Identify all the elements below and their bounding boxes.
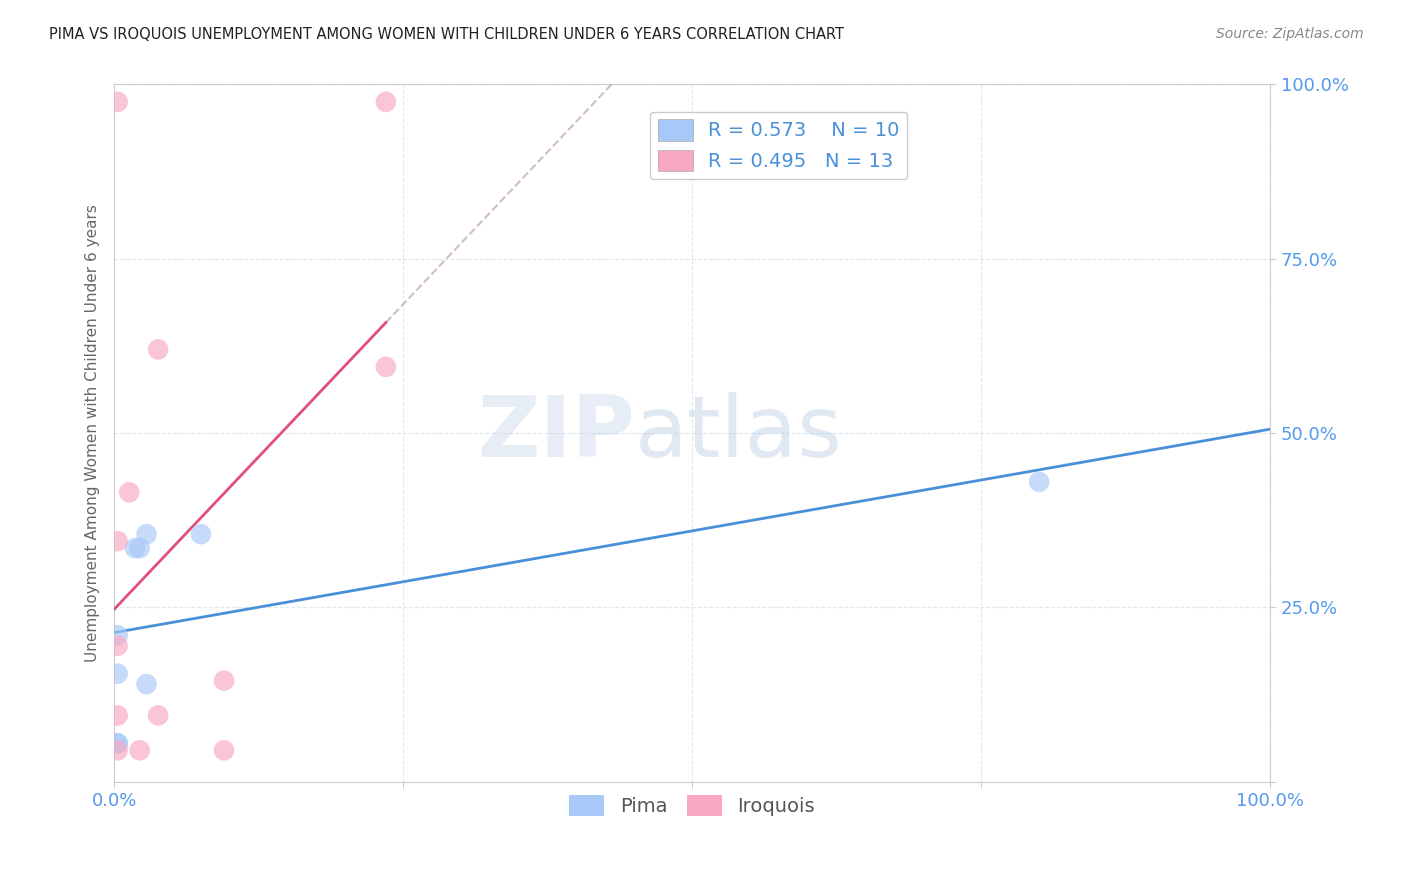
Point [128, 541, 150, 555]
Point [107, 736, 129, 750]
Point [107, 95, 129, 109]
Point [1028, 475, 1050, 489]
Point [107, 743, 129, 757]
Point [107, 708, 129, 723]
Point [146, 708, 169, 723]
Text: Source: ZipAtlas.com: Source: ZipAtlas.com [1216, 27, 1364, 41]
Point [374, 95, 396, 109]
Point [107, 628, 129, 642]
Legend: Pima, Iroquois: Pima, Iroquois [561, 788, 823, 824]
Point [212, 743, 235, 757]
Y-axis label: Unemployment Among Women with Children Under 6 years: Unemployment Among Women with Children U… [86, 204, 100, 662]
Point [118, 485, 141, 500]
Point [190, 527, 212, 541]
Point [124, 541, 146, 555]
Text: atlas: atlas [634, 392, 842, 475]
Point [212, 673, 235, 688]
Point [135, 677, 157, 691]
Text: ZIP: ZIP [477, 392, 634, 475]
Point [146, 343, 169, 357]
Point [374, 359, 396, 374]
Point [107, 736, 129, 750]
Text: PIMA VS IROQUOIS UNEMPLOYMENT AMONG WOMEN WITH CHILDREN UNDER 6 YEARS CORRELATIO: PIMA VS IROQUOIS UNEMPLOYMENT AMONG WOME… [49, 27, 844, 42]
Point [128, 743, 150, 757]
Point [107, 534, 129, 549]
Point [107, 666, 129, 681]
Point [135, 527, 157, 541]
Point [107, 639, 129, 653]
